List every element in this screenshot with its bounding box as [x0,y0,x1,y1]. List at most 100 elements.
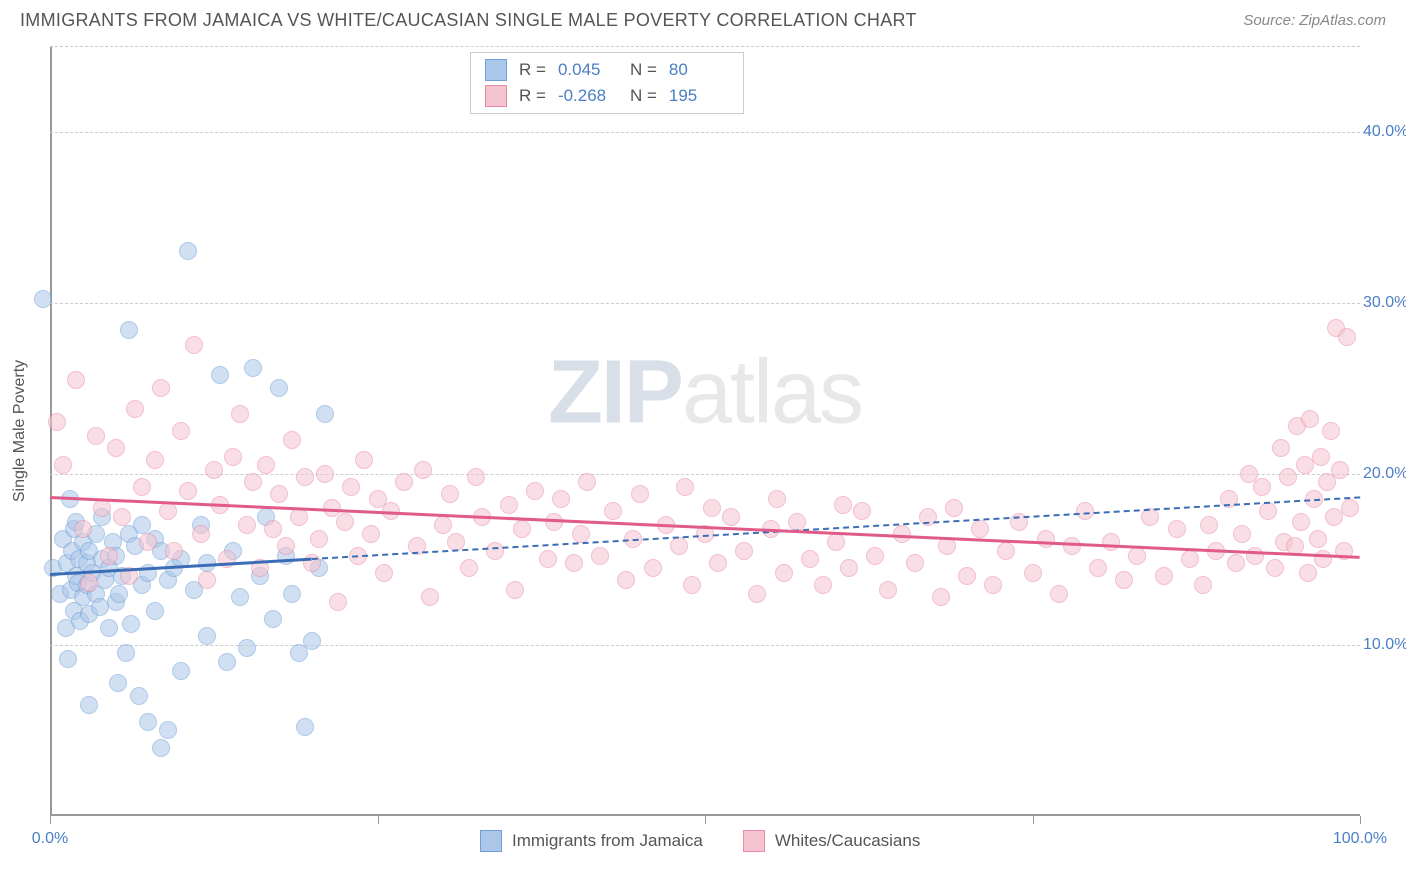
data-point-white [1063,537,1081,555]
data-point-jamaica [179,242,197,260]
data-point-white [1266,559,1284,577]
data-point-white [152,379,170,397]
data-point-jamaica [80,696,98,714]
data-point-jamaica [146,602,164,620]
data-point-white [290,508,308,526]
data-point-white [1338,328,1356,346]
data-point-jamaica [244,359,262,377]
x-tick-label: 100.0% [1333,830,1387,848]
data-point-jamaica [152,739,170,757]
data-point-white [93,499,111,517]
data-point-white [48,413,66,431]
data-point-jamaica [270,379,288,397]
data-point-jamaica [110,585,128,603]
data-point-white [683,576,701,594]
data-point-white [1312,448,1330,466]
data-point-white [192,525,210,543]
data-point-white [591,547,609,565]
data-point-jamaica [59,650,77,668]
data-point-white [814,576,832,594]
source-prefix: Source: [1243,12,1299,29]
swatch-jamaica [485,59,507,81]
data-point-white [670,537,688,555]
data-point-white [1128,547,1146,565]
n-value-jamaica: 80 [669,60,729,80]
data-point-white [362,525,380,543]
data-point-white [840,559,858,577]
data-point-jamaica [296,718,314,736]
data-point-white [231,405,249,423]
data-point-white [54,456,72,474]
data-point-white [1037,530,1055,548]
data-point-white [244,473,262,491]
data-point-white [1331,461,1349,479]
data-point-white [126,400,144,418]
data-point-white [165,542,183,560]
data-point-white [1253,478,1271,496]
data-point-jamaica [100,619,118,637]
data-point-white [342,478,360,496]
y-tick-label: 10.0% [1363,636,1406,654]
data-point-white [1233,525,1251,543]
data-point-white [703,499,721,517]
data-point-white [224,448,242,466]
data-point-white [1200,516,1218,534]
data-point-jamaica [120,321,138,339]
data-point-white [296,468,314,486]
x-tick [1033,816,1034,824]
data-point-white [1194,576,1212,594]
data-point-white [788,513,806,531]
n-label: N = [630,60,657,80]
data-point-jamaica [218,653,236,671]
data-point-white [1301,410,1319,428]
data-point-white [1181,550,1199,568]
data-point-jamaica [198,627,216,645]
legend-label-white: Whites/Caucasians [775,831,921,851]
stat-row-jamaica: R = 0.045 N = 80 [485,57,729,83]
data-point-white [997,542,1015,560]
data-point-white [827,533,845,551]
legend-swatch-white [743,830,765,852]
data-point-white [264,520,282,538]
data-point-jamaica [122,615,140,633]
data-point-white [238,516,256,534]
source-name: ZipAtlas.com [1299,12,1386,29]
data-point-white [179,482,197,500]
data-point-white [355,451,373,469]
data-point-white [80,574,98,592]
data-point-white [1155,567,1173,585]
data-point-jamaica [34,290,52,308]
data-point-jamaica [159,721,177,739]
data-point-white [67,371,85,389]
data-point-white [1246,547,1264,565]
data-point-white [513,520,531,538]
data-point-white [945,499,963,517]
data-point-white [1292,513,1310,531]
data-point-white [1050,585,1068,603]
source-attribution: Source: ZipAtlas.com [1243,12,1386,29]
legend-swatch-jamaica [480,830,502,852]
data-point-white [644,559,662,577]
x-tick [705,816,706,824]
data-point-jamaica [231,588,249,606]
data-point-jamaica [211,366,229,384]
data-point-white [329,593,347,611]
data-point-jamaica [303,632,321,650]
r-label: R = [519,86,546,106]
y-tick-label: 40.0% [1363,123,1406,141]
data-point-white [205,461,223,479]
data-point-white [283,431,301,449]
data-point-white [906,554,924,572]
data-point-white [74,520,92,538]
data-point-jamaica [139,713,157,731]
x-tick [378,816,379,824]
data-point-white [146,451,164,469]
data-point-white [617,571,635,589]
data-point-white [198,571,216,589]
data-point-white [486,542,504,560]
data-point-white [879,581,897,599]
data-point-white [1259,502,1277,520]
data-point-white [853,502,871,520]
y-axis-label: Single Male Poverty [11,360,29,502]
data-point-white [526,482,544,500]
